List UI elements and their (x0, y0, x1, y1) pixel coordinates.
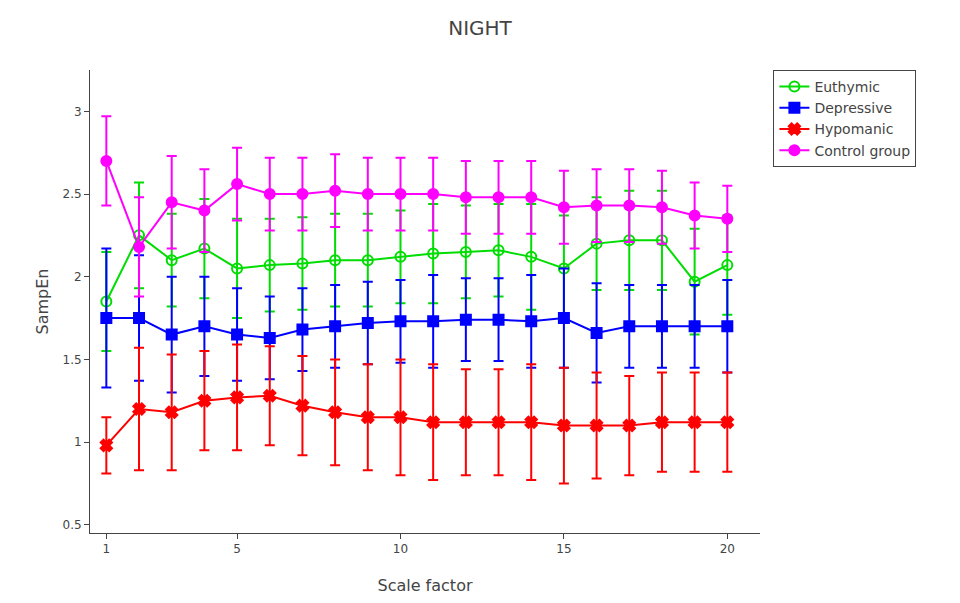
svg-text:1: 1 (103, 542, 111, 556)
svg-text:1.5: 1.5 (63, 353, 82, 367)
svg-text:0.5: 0.5 (63, 518, 82, 532)
svg-text:3: 3 (74, 105, 82, 119)
svg-text:2.5: 2.5 (63, 187, 82, 201)
svg-text:Control group: Control group (814, 143, 910, 159)
svg-text:Euthymic: Euthymic (814, 79, 880, 95)
svg-text:Hypomanic: Hypomanic (814, 121, 893, 137)
svg-text:5: 5 (233, 542, 241, 556)
svg-text:SampEn: SampEn (33, 269, 52, 335)
svg-text:15: 15 (556, 542, 571, 556)
svg-text:2: 2 (74, 270, 82, 284)
svg-text:Depressive: Depressive (814, 100, 892, 116)
svg-text:NIGHT: NIGHT (448, 16, 512, 40)
svg-text:20: 20 (720, 542, 735, 556)
svg-text:Scale factor: Scale factor (377, 576, 472, 595)
svg-text:10: 10 (393, 542, 408, 556)
svg-text:1: 1 (74, 435, 82, 449)
